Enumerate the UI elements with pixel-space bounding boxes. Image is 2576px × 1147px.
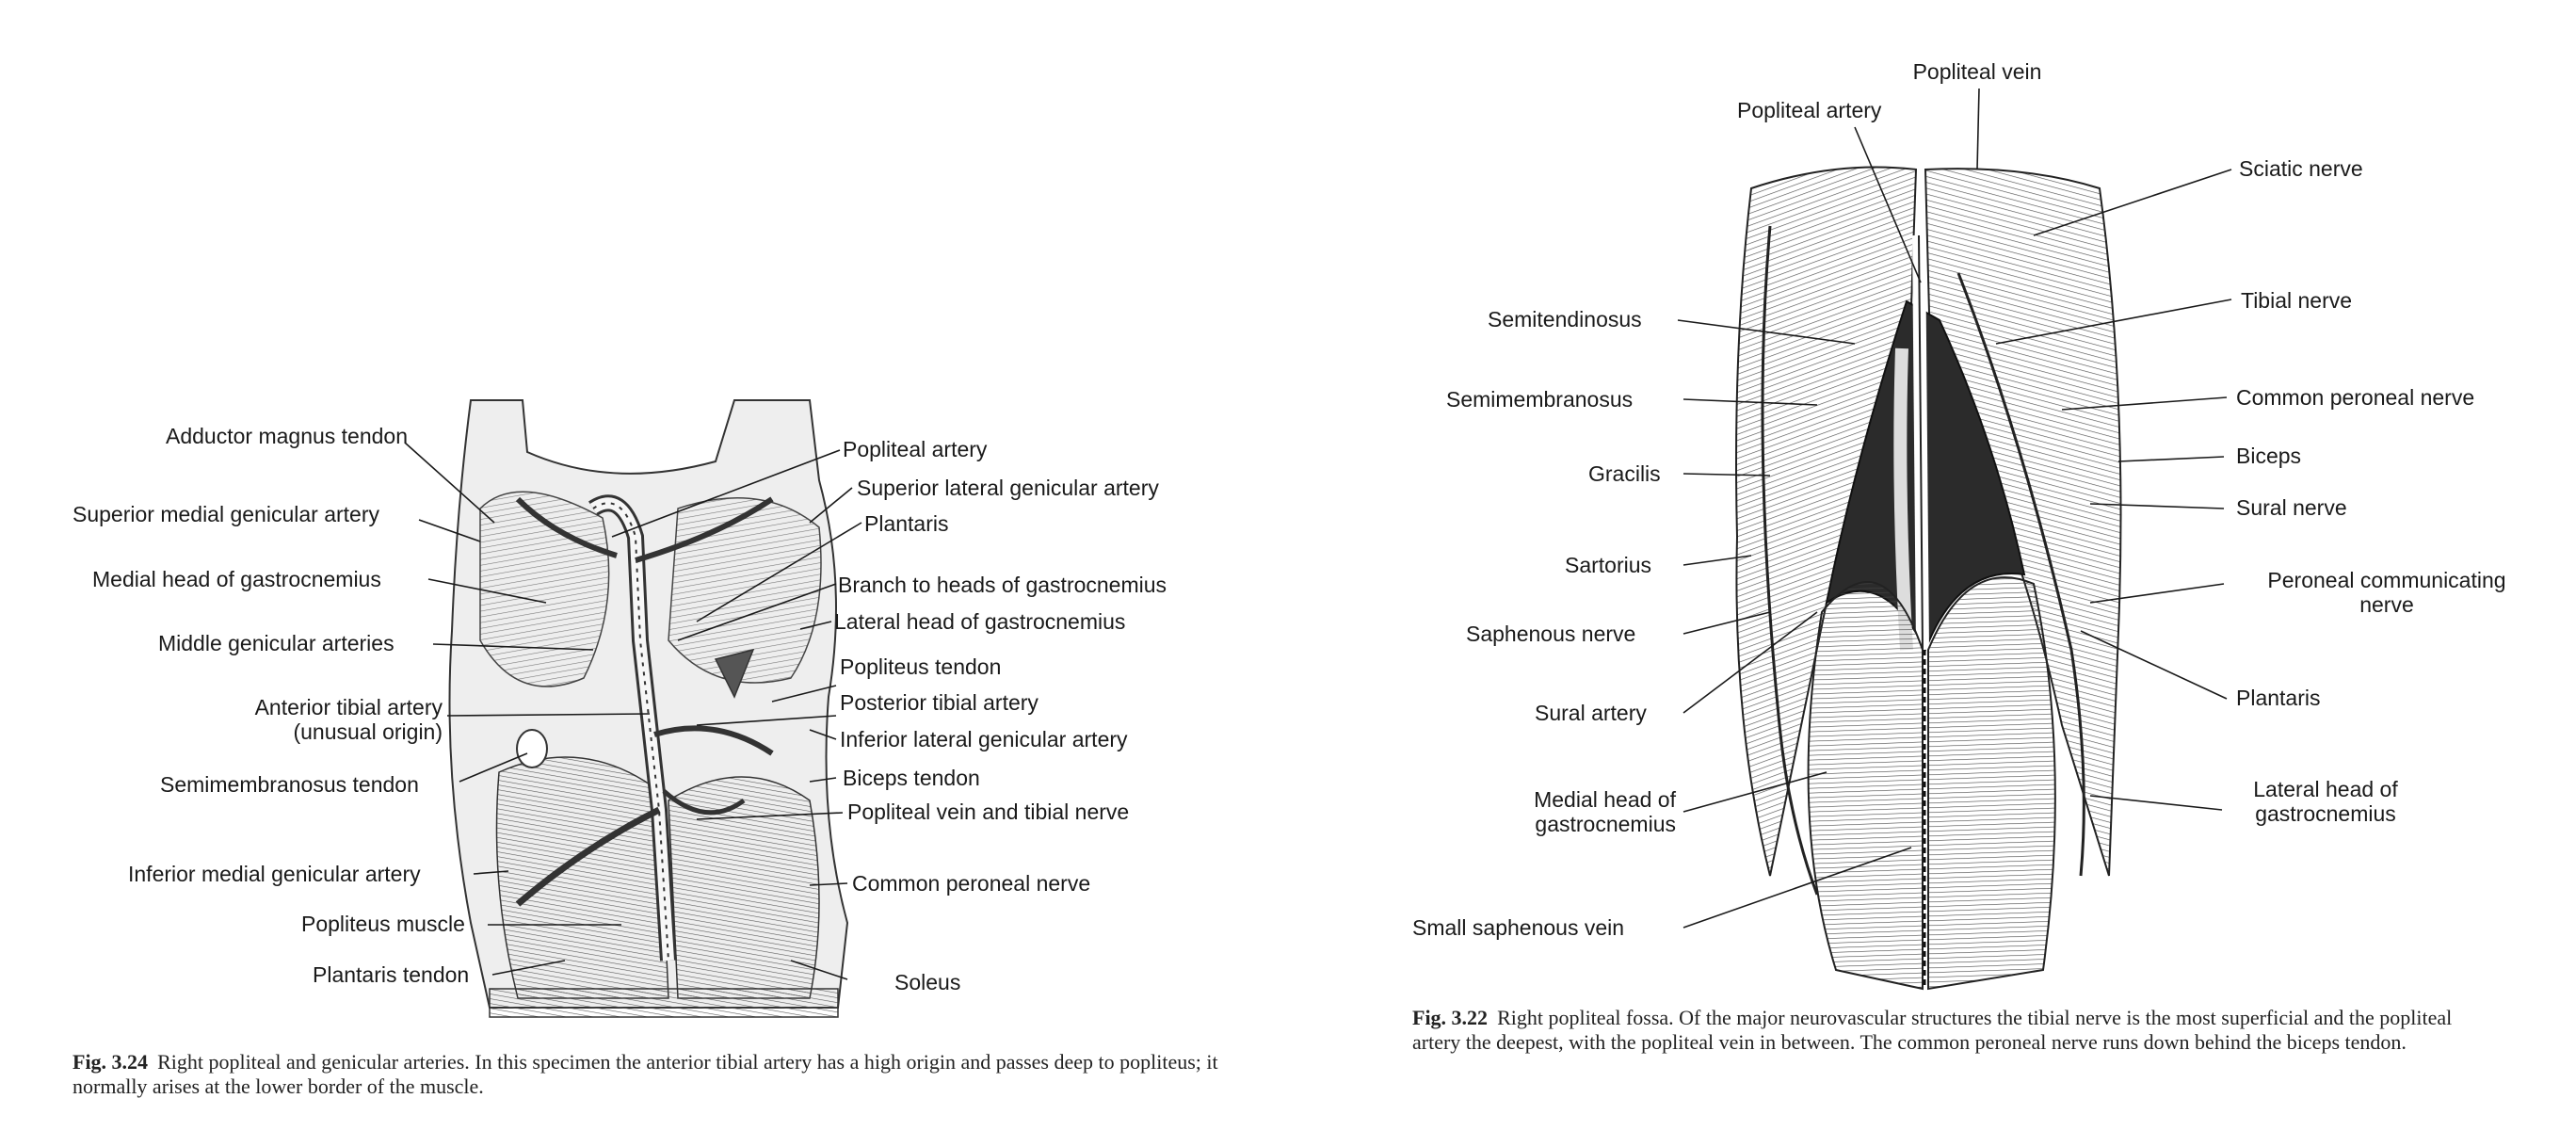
label-sural-nerve: Sural nerve	[2236, 495, 2347, 520]
label-popliteal-vein-and-tibial-nerve: Popliteal vein and tibial nerve	[847, 800, 1130, 824]
label-medial-head-of-gastrocnemius: Medial head of gastrocnemius	[1450, 787, 1676, 836]
label-lateral-head-line2: gastrocnemius	[2255, 801, 2396, 826]
label-posterior-tibial-artery: Posterior tibial artery	[840, 690, 1038, 715]
right-figure-leader-lines	[1677, 88, 2232, 929]
label-anterior-tibial-artery: Anterior tibial artery (unusual origin)	[188, 695, 443, 744]
label-plantaris-tendon: Plantaris tendon	[313, 962, 470, 987]
label-sciatic-nerve: Sciatic nerve	[2239, 156, 2363, 181]
label-medial-head-line2: gastrocnemius	[1535, 812, 1676, 836]
label-inferior-medial-genicular-artery: Inferior medial genicular artery	[128, 862, 421, 886]
label-superior-medial-genicular-artery: Superior medial genicular artery	[72, 502, 379, 526]
label-saphenous-nerve: Saphenous nerve	[1466, 622, 1636, 646]
label-plantaris: Plantaris	[2236, 686, 2321, 710]
popliteal-genicular-arteries-illustration	[448, 399, 849, 1018]
caption-figure-number: Fig. 3.24	[72, 1050, 149, 1074]
label-semitendinosus: Semitendinosus	[1488, 307, 1642, 331]
caption-figure-number: Fig. 3.22	[1412, 1006, 1489, 1029]
left-figure-leader-lines	[404, 442, 862, 980]
label-popliteal-artery: Popliteal artery	[843, 437, 988, 461]
label-medial-head-of-gastrocnemius: Medial head of gastrocnemius	[92, 567, 381, 591]
label-common-peroneal-nerve: Common peroneal nerve	[2236, 385, 2475, 410]
label-popliteus-muscle: Popliteus muscle	[301, 912, 465, 936]
label-inferior-lateral-genicular-artery: Inferior lateral genicular artery	[840, 727, 1128, 751]
label-anterior-tibial-artery-line1: Anterior tibial artery	[254, 695, 443, 719]
label-sartorius: Sartorius	[1565, 553, 1652, 577]
label-biceps: Biceps	[2236, 444, 2302, 468]
label-peroneal-communicating-nerve: Peroneal communicating nerve	[2231, 568, 2542, 617]
label-plantaris: Plantaris	[864, 511, 949, 536]
label-superior-lateral-genicular-artery: Superior lateral genicular artery	[857, 476, 1159, 500]
caption-text: Right popliteal fossa. Of the major neur…	[1412, 1006, 2453, 1054]
label-peroneal-communicating-line2: nerve	[2359, 592, 2414, 617]
label-lateral-head-line1: Lateral head of	[2253, 777, 2398, 801]
label-gracilis: Gracilis	[1588, 461, 1661, 486]
label-biceps-tendon: Biceps tendon	[843, 766, 980, 790]
caption-fig-3-24: Fig. 3.24 Right popliteal and genicular a…	[72, 1050, 1221, 1099]
caption-fig-3-22: Fig. 3.22 Right popliteal fossa. Of the m…	[1412, 1006, 2467, 1055]
label-tibial-nerve: Tibial nerve	[2241, 288, 2353, 313]
label-medial-head-line1: Medial head of	[1534, 787, 1676, 812]
label-small-saphenous-vein: Small saphenous vein	[1412, 915, 1625, 940]
caption-text: Right popliteal and genicular arteries. …	[72, 1050, 1218, 1098]
label-middle-genicular-arteries: Middle genicular arteries	[158, 631, 394, 655]
label-adductor-magnus-tendon: Adductor magnus tendon	[166, 424, 409, 448]
label-popliteal-vein: Popliteal vein	[1912, 59, 2042, 84]
popliteal-fossa-illustration	[1735, 166, 2122, 991]
label-branch-to-heads-of-gastrocnemius: Branch to heads of gastrocnemius	[838, 573, 1167, 597]
label-popliteal-artery: Popliteal artery	[1737, 98, 1882, 122]
label-lateral-head-of-gastrocnemius: Lateral head of gastrocnemius	[2231, 777, 2420, 826]
label-anterior-tibial-artery-line2: (unusual origin)	[293, 719, 443, 744]
figure-3-22: Popliteal vein Popliteal artery Semitend…	[1262, 0, 2576, 1147]
label-sural-artery: Sural artery	[1535, 701, 1647, 725]
figure-3-24: Adductor magnus tendon Superior medial g…	[0, 0, 1262, 1147]
label-soleus: Soleus	[894, 970, 961, 994]
label-popliteus-tendon: Popliteus tendon	[840, 654, 1002, 679]
label-semimembranosus-tendon: Semimembranosus tendon	[160, 772, 419, 797]
label-common-peroneal-nerve: Common peroneal nerve	[852, 871, 1091, 896]
label-semimembranosus: Semimembranosus	[1446, 387, 1634, 412]
label-peroneal-communicating-line1: Peroneal communicating	[2267, 568, 2506, 592]
label-lateral-head-of-gastrocnemius: Lateral head of gastrocnemius	[834, 609, 1126, 634]
